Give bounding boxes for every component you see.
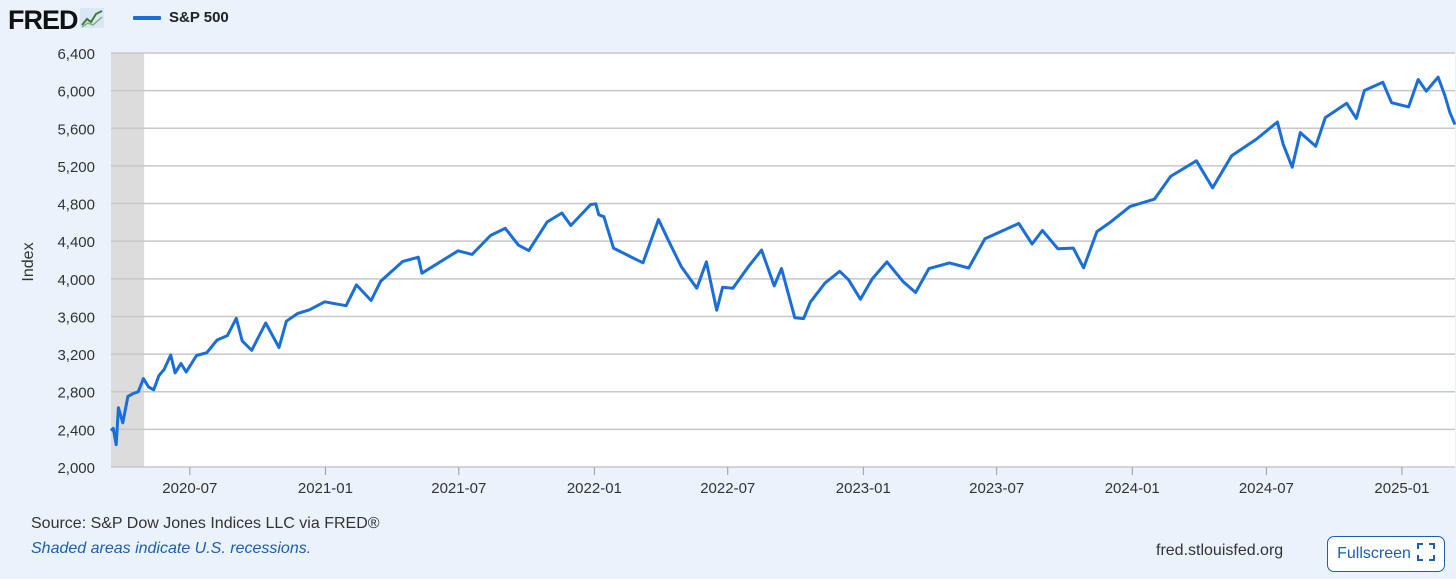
fullscreen-button[interactable]: Fullscreen (1327, 536, 1445, 572)
y-tick-label: 4,400 (57, 234, 95, 251)
x-tick-label: 2025-01 (1374, 480, 1429, 497)
y-axis-label: Index (20, 242, 37, 281)
line-chart-icon (79, 7, 104, 33)
y-axis-ticks: 2,000 2,400 2,800 3,200 3,600 4,000 4,400 4,800… (57, 46, 95, 477)
y-tick-label: 2,400 (57, 422, 95, 439)
x-tick-label: 2022-01 (567, 480, 622, 497)
y-tick-label: 3,200 (57, 347, 95, 364)
y-tick-label: 4,000 (57, 272, 95, 289)
series-line-sp500 (109, 75, 1456, 447)
legend-series-label: S&P 500 (169, 9, 229, 26)
recession-note: Shaded areas indicate U.S. recessions. (31, 540, 312, 557)
y-tick-label: 4,800 (57, 197, 95, 214)
plot-area (111, 53, 1455, 467)
grid-lines (111, 52, 1455, 468)
y-tick-label: 2,000 (57, 460, 95, 477)
x-tick-label: 2021-01 (298, 480, 353, 497)
fullscreen-icon (1416, 542, 1435, 566)
x-tick-label: 2024-07 (1239, 480, 1294, 497)
x-tick-label: 2023-01 (836, 480, 891, 497)
sp500-line-chart: 2,000 2,400 2,800 3,200 3,600 4,000 4,400 4,800… (20, 46, 1456, 497)
y-tick-label: 6,400 (57, 46, 95, 63)
x-tick-label: 2021-07 (431, 480, 486, 497)
y-tick-label: 5,200 (57, 159, 95, 176)
x-tick-label: 2023-07 (969, 480, 1024, 497)
fullscreen-label: Fullscreen (1337, 545, 1411, 562)
legend-swatch (133, 15, 161, 20)
y-tick-label: 2,800 (57, 385, 95, 402)
fred-logo-text: FRED (8, 4, 78, 35)
y-tick-label: 6,000 (57, 84, 95, 101)
y-tick-label: 3,600 (57, 309, 95, 326)
x-tick-label: 2020-07 (162, 480, 217, 497)
x-axis-ticks: 2020-07 2021-01 2021-07 2022-01 2022-07 2023-… (162, 467, 1429, 497)
x-tick-label: 2022-07 (700, 480, 755, 497)
chart-legend: S&P 500 (133, 9, 229, 26)
x-tick-label: 2024-01 (1105, 480, 1160, 497)
y-tick-label: 5,600 (57, 121, 95, 138)
source-text: Source: S&P Dow Jones Indices LLC via FR… (31, 515, 380, 532)
fred-url[interactable]: fred.stlouisfed.org (1156, 542, 1284, 559)
fred-logo: FRED (8, 5, 104, 35)
